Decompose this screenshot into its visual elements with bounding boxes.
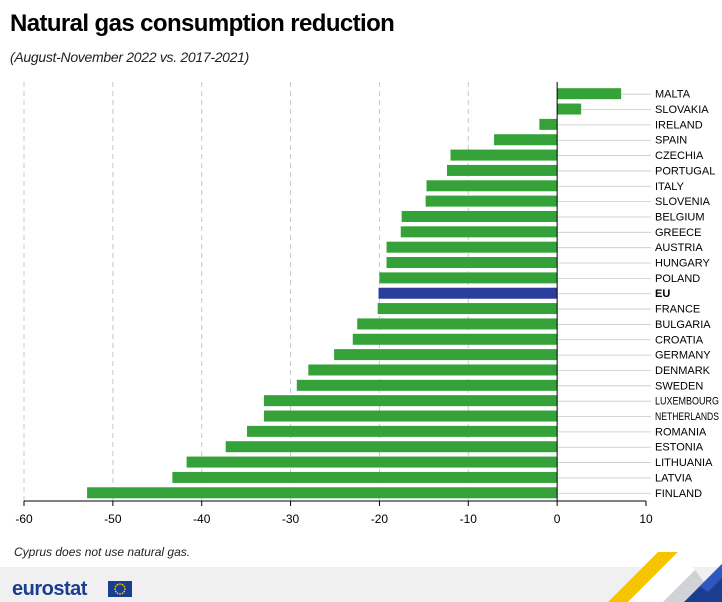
bar [172,471,558,483]
x-tick-label: -10 [460,512,478,526]
category-label: SLOVAKIA [655,104,709,116]
category-label: LATVIA [655,472,693,484]
bar [426,180,558,192]
bar [263,410,558,422]
category-label: SPAIN [655,135,687,147]
bar [352,333,558,345]
category-label: CROATIA [655,334,704,346]
x-tick-label: 0 [554,512,561,526]
category-label: AUSTRIA [655,242,703,254]
bar [401,210,558,222]
category-label: ITALY [655,181,685,193]
category-label: FRANCE [655,304,700,316]
bar [379,272,558,284]
x-tick-label: -40 [193,512,211,526]
bar [263,395,558,407]
category-label: FINLAND [655,488,702,500]
x-tick-label: 10 [639,512,653,526]
category-label: GREECE [655,227,701,239]
bar [557,88,622,100]
bar [296,379,558,391]
page-subtitle: (August-November 2022 vs. 2017-2021) [10,49,250,65]
bar-chart: MALTA SLOVAKIA IRELAND SPAIN CZECHIA PORTUGAL… [15,82,719,526]
category-label: ESTONIA [655,442,704,454]
bar [378,287,558,299]
page-title: Natural gas consumption reduction [10,10,395,37]
category-label: CZECHIA [655,150,704,162]
category-label: DENMARK [655,365,711,377]
category-label: NETHERLANDS [655,411,719,423]
bar [186,456,558,468]
bar [334,349,558,361]
category-label: LUXEMBOURG [655,396,719,408]
bar [400,226,558,238]
bar [386,257,558,269]
bar [450,149,558,161]
bar [539,118,558,130]
category-label: SLOVENIA [655,196,711,208]
bar [87,487,558,499]
x-tick-label: -60 [15,512,33,526]
eu-flag-icon [108,581,132,597]
bar [557,103,582,115]
category-label: PORTUGAL [655,165,715,177]
corner-decoration [608,552,722,602]
category-label: EU [655,288,670,300]
category-label: POLAND [655,273,700,285]
category-label: MALTA [655,89,691,101]
bar [446,164,558,176]
bar [225,441,558,453]
category-label: ROMANIA [655,426,707,438]
category-label: LITHUANIA [655,457,713,469]
x-tick-label: -50 [104,512,122,526]
bar [377,303,558,315]
bar [386,241,558,253]
eurostat-logo[interactable]: eurostat [12,578,87,600]
bar [425,195,558,207]
bar [247,425,558,437]
bar [494,134,558,146]
category-label: GERMANY [655,350,711,362]
x-tick-label: -30 [282,512,300,526]
category-label: IRELAND [655,119,703,131]
category-label: BULGARIA [655,319,711,331]
category-label: SWEDEN [655,380,703,392]
bar [308,364,558,376]
footnote: Cyprus does not use natural gas. [14,545,191,559]
category-label: HUNGARY [655,258,710,270]
category-label: BELGIUM [655,211,705,223]
x-tick-label: -20 [371,512,389,526]
bar [357,318,558,330]
